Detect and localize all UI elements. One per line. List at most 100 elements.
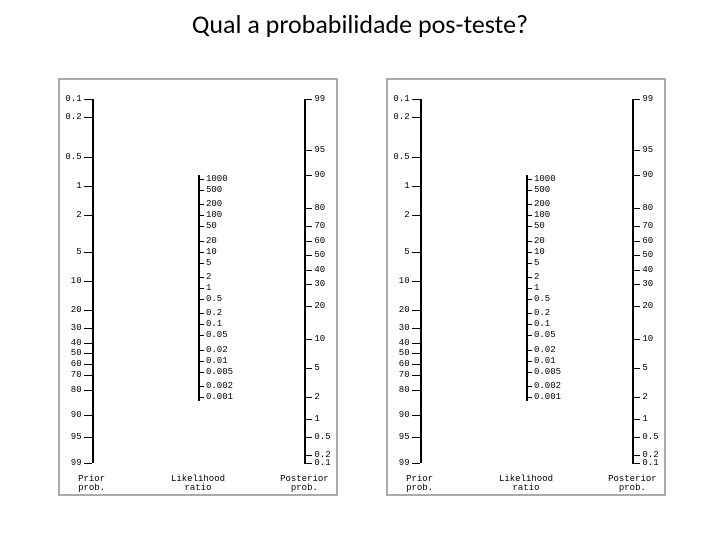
prior-tick — [84, 310, 92, 311]
lr-label: 200 — [206, 200, 246, 209]
prior-tick — [84, 375, 92, 376]
posterior-tick — [632, 150, 640, 151]
posterior-tick — [632, 208, 640, 209]
prior-label: 2 — [384, 211, 410, 220]
lr-label: 5 — [534, 259, 574, 268]
lr-tick — [198, 324, 204, 325]
posterior-tick — [632, 175, 640, 176]
lr-label: 0.02 — [206, 346, 246, 355]
lr-label: 1 — [534, 284, 574, 293]
posterior-tick — [632, 255, 640, 256]
lr-tick — [526, 335, 532, 336]
prior-label: 2 — [56, 211, 82, 220]
posterior-axis — [632, 99, 634, 463]
prior-tick — [412, 157, 420, 158]
lr-tick — [526, 252, 532, 253]
posterior-label: 1 — [314, 415, 340, 424]
posterior-label: 10 — [314, 335, 340, 344]
posterior-tick — [304, 241, 312, 242]
posterior-label: 0.1 — [642, 459, 668, 468]
posterior-label: 50 — [642, 251, 668, 260]
lr-label: 0.05 — [206, 331, 246, 340]
prior-label: 40 — [56, 339, 82, 348]
lr-label: 2 — [534, 273, 574, 282]
posterior-label: 40 — [314, 266, 340, 275]
prior-label: 1 — [56, 182, 82, 191]
lr-tick — [526, 263, 532, 264]
posterior-label: 20 — [642, 302, 668, 311]
prior-tick — [84, 252, 92, 253]
posterior-tick — [304, 226, 312, 227]
lr-label: 0.02 — [534, 346, 574, 355]
prior-tick — [412, 328, 420, 329]
prior-tick — [84, 364, 92, 365]
lr-label: 0.01 — [206, 357, 246, 366]
prior-caption: Prior prob. — [62, 475, 122, 493]
prior-tick — [84, 463, 92, 464]
posterior-label: 5 — [642, 364, 668, 373]
prior-label: 60 — [56, 360, 82, 369]
prior-tick — [84, 343, 92, 344]
posterior-label: 95 — [314, 146, 340, 155]
lr-tick — [198, 299, 204, 300]
lr-label: 0.002 — [206, 382, 246, 391]
prior-tick — [84, 437, 92, 438]
lr-tick — [526, 299, 532, 300]
prior-label: 0.2 — [384, 113, 410, 122]
lr-tick — [198, 386, 204, 387]
posterior-tick — [304, 208, 312, 209]
page-title: Qual a probabilidade pos-teste? — [0, 8, 720, 40]
lr-label: 50 — [206, 222, 246, 231]
prior-tick — [412, 252, 420, 253]
posterior-label: 80 — [314, 204, 340, 213]
prior-tick — [84, 157, 92, 158]
lr-label: 0.001 — [206, 393, 246, 402]
posterior-label: 70 — [642, 222, 668, 231]
lr-label: 0.2 — [534, 309, 574, 318]
lr-label: 1000 — [534, 175, 574, 184]
lr-label: 0.1 — [206, 320, 246, 329]
lr-tick — [526, 226, 532, 227]
posterior-tick — [304, 419, 312, 420]
posterior-label: 70 — [314, 222, 340, 231]
lr-tick — [198, 397, 204, 398]
posterior-label: 0.1 — [314, 459, 340, 468]
posterior-tick — [632, 437, 640, 438]
prior-tick — [412, 215, 420, 216]
lr-label: 0.002 — [534, 382, 574, 391]
lr-tick — [198, 226, 204, 227]
prior-tick — [412, 353, 420, 354]
prior-tick — [84, 390, 92, 391]
posterior-tick — [304, 437, 312, 438]
prior-label: 70 — [384, 371, 410, 380]
posterior-tick — [304, 175, 312, 176]
lr-tick — [198, 335, 204, 336]
prior-label: 30 — [384, 324, 410, 333]
posterior-label: 2 — [642, 393, 668, 402]
prior-label: 0.1 — [56, 95, 82, 104]
lr-label: 5 — [206, 259, 246, 268]
lr-tick — [198, 277, 204, 278]
posterior-tick — [304, 284, 312, 285]
lr-tick — [526, 386, 532, 387]
posterior-tick — [304, 455, 312, 456]
lr-label: 0.2 — [206, 309, 246, 318]
posterior-tick — [304, 397, 312, 398]
prior-label: 5 — [384, 248, 410, 257]
prior-label: 99 — [384, 459, 410, 468]
prior-label: 80 — [384, 386, 410, 395]
prior-label: 95 — [56, 433, 82, 442]
posterior-label: 5 — [314, 364, 340, 373]
lr-tick — [198, 179, 204, 180]
prior-axis — [92, 99, 94, 463]
lr-label: 100 — [534, 211, 574, 220]
prior-tick — [412, 186, 420, 187]
prior-tick — [412, 437, 420, 438]
prior-tick — [84, 328, 92, 329]
lr-tick — [526, 397, 532, 398]
posterior-tick — [304, 99, 312, 100]
posterior-label: 60 — [642, 237, 668, 246]
prior-caption: Prior prob. — [390, 475, 450, 493]
lr-tick — [526, 350, 532, 351]
prior-tick — [84, 215, 92, 216]
